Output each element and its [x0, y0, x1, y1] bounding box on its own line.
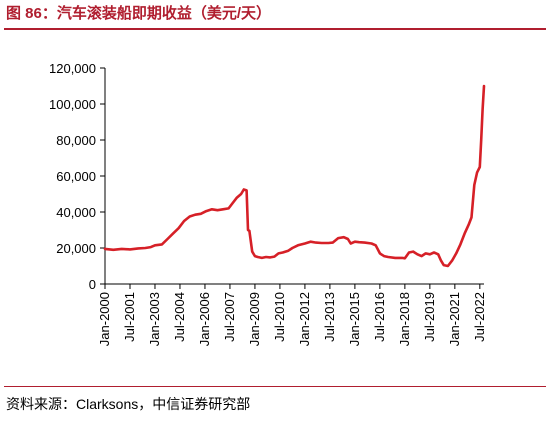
axes: 0 20,000 40,000 60,000 80,000 100,000 120,000 J…	[49, 61, 487, 346]
title-divider	[4, 28, 546, 30]
x-tick-label: Jan-2015	[347, 292, 362, 346]
x-tick-label: Jan-2012	[297, 292, 312, 346]
figure-title: 图 86：汽车滚装船即期收益（美元/天）	[6, 5, 272, 22]
y-tick-label: 100,000	[49, 97, 96, 112]
series-layer	[103, 84, 486, 268]
y-tick-label: 20,000	[56, 241, 96, 256]
source-divider	[4, 386, 546, 387]
x-tick-label: Jul-2001	[122, 292, 137, 342]
x-tick-label: Jul-2016	[372, 292, 387, 342]
x-tick-label: Jan-2000	[97, 292, 112, 346]
x-tick-label: Jan-2003	[147, 292, 162, 346]
y-tick-label: 0	[89, 277, 96, 292]
source-note: 资料来源：Clarksons，中信证券研究部	[6, 396, 251, 412]
x-tick-label: Jul-2022	[472, 292, 487, 342]
y-tick-label: 80,000	[56, 133, 96, 148]
y-tick-label: 120,000	[49, 61, 96, 76]
x-tick-label: Jul-2004	[172, 292, 187, 342]
x-tick-label: Jan-2009	[247, 292, 262, 346]
x-tick-label: Jan-2006	[197, 292, 212, 346]
series-line	[103, 84, 486, 268]
x-tick-label: Jan-2021	[447, 292, 462, 346]
x-tick-label: Jul-2007	[222, 292, 237, 342]
y-tick-label: 60,000	[56, 169, 96, 184]
line-chart: 0 20,000 40,000 60,000 80,000 100,000 120,000 J…	[49, 61, 487, 346]
x-tick-label: Jul-2010	[272, 292, 287, 342]
x-tick-label: Jul-2019	[422, 292, 437, 342]
y-tick-label: 40,000	[56, 205, 96, 220]
x-tick-label: Jan-2018	[397, 292, 412, 346]
x-tick-label: Jul-2013	[322, 292, 337, 342]
